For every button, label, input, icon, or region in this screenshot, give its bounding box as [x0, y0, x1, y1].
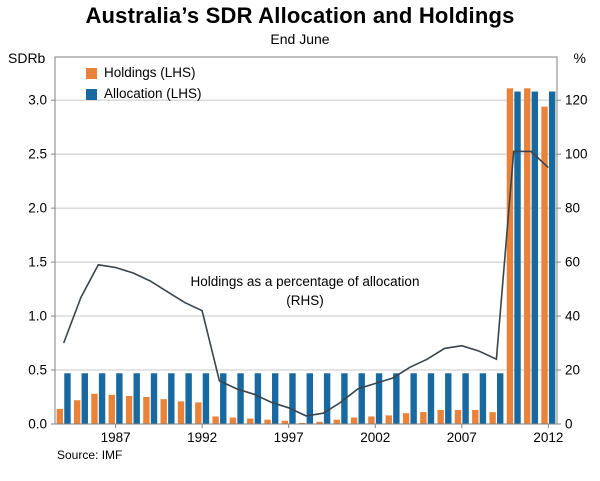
svg-text:2012: 2012: [533, 430, 563, 445]
left-axis-unit-label: SDRb: [8, 50, 46, 66]
svg-text:1992: 1992: [187, 430, 217, 445]
allocation-bars: [64, 91, 556, 424]
svg-text:20: 20: [565, 363, 580, 378]
svg-text:1987: 1987: [101, 430, 131, 445]
svg-text:2002: 2002: [360, 430, 390, 445]
legend-label-allocation: Allocation (LHS): [104, 86, 202, 101]
svg-text:60: 60: [565, 255, 580, 270]
svg-text:2007: 2007: [447, 430, 477, 445]
svg-text:0.0: 0.0: [28, 417, 47, 432]
right-axis-unit-label: %: [573, 50, 586, 66]
axis-ticks: [51, 99, 561, 428]
svg-text:40: 40: [565, 309, 580, 324]
svg-text:2.5: 2.5: [28, 147, 47, 162]
svg-text:0: 0: [565, 417, 573, 432]
chart-subtitle: End June: [270, 31, 330, 47]
svg-text:80: 80: [565, 201, 580, 216]
svg-text:3.0: 3.0: [28, 93, 47, 108]
svg-text:120: 120: [565, 93, 588, 108]
plot-frame: [54, 56, 558, 425]
annotation-line1: Holdings as a percentage of allocation: [190, 274, 420, 289]
svg-text:1.5: 1.5: [28, 255, 47, 270]
allocation-swatch-icon: [86, 88, 97, 100]
gridlines: [55, 99, 557, 371]
svg-text:0.5: 0.5: [28, 363, 47, 378]
legend-item-holdings: Holdings (LHS): [86, 63, 202, 83]
legend-item-allocation: Allocation (LHS): [86, 84, 202, 104]
svg-text:100: 100: [565, 147, 588, 162]
holdings-bars: [56, 88, 548, 425]
holdings-percentage-line: [62, 150, 549, 417]
axis-tick-labels: 0.0 0.5 1.0 1.5 2.0 2.5 3.0 0 20 40 60 80 100 120 1987…: [28, 93, 587, 445]
svg-text:1997: 1997: [274, 430, 304, 445]
chart-title: Australia’s SDR Allocation and Holdings: [85, 3, 515, 28]
line-series-annotation: Holdings as a percentage of allocation (…: [155, 272, 455, 310]
legend-label-holdings: Holdings (LHS): [104, 65, 196, 80]
svg-text:2.0: 2.0: [28, 201, 47, 216]
source-note: Source: IMF: [57, 448, 123, 462]
holdings-swatch-icon: [86, 67, 97, 79]
svg-text:1.0: 1.0: [28, 309, 47, 324]
chart-legend: Holdings (LHS) Allocation (LHS): [86, 63, 202, 105]
annotation-line2: (RHS): [286, 293, 324, 308]
